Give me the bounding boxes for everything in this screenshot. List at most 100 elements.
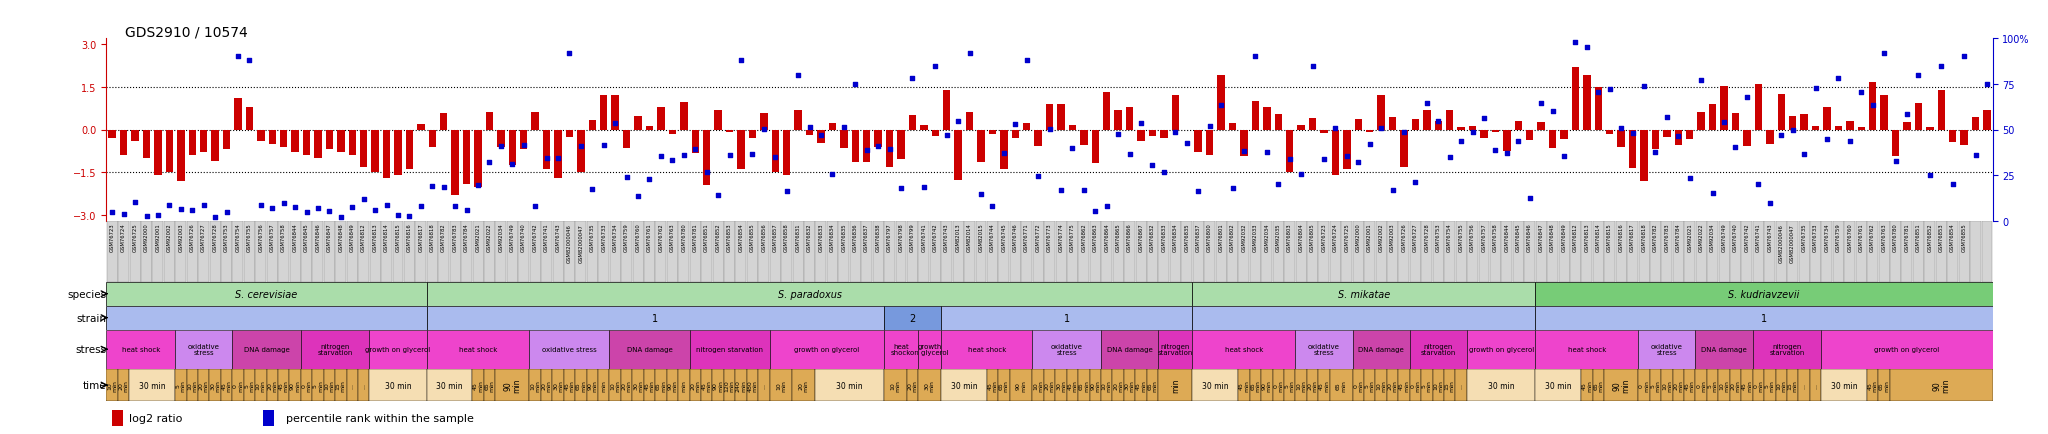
Bar — [1935, 221, 1948, 282]
Text: S. kudriavzevii: S. kudriavzevii — [1729, 289, 1800, 299]
Bar — [313, 130, 322, 159]
Text: GSM76760: GSM76760 — [635, 223, 641, 252]
Bar — [1870, 82, 1876, 130]
Bar — [393, 221, 403, 282]
Bar — [621, 221, 633, 282]
Text: GSM76742: GSM76742 — [532, 223, 539, 252]
Point — [1673, 175, 1706, 182]
Bar — [815, 221, 827, 282]
Bar — [852, 130, 858, 162]
Point — [850, 148, 883, 155]
Bar — [575, 369, 586, 401]
Text: GSM76726: GSM76726 — [190, 223, 195, 252]
Bar — [231, 369, 244, 401]
Bar — [1012, 130, 1020, 139]
Bar — [1364, 369, 1376, 401]
Text: GSM76784: GSM76784 — [1675, 223, 1681, 252]
Text: GSM92022: GSM92022 — [487, 223, 492, 252]
Bar — [440, 113, 446, 130]
Bar — [1217, 76, 1225, 130]
Bar — [1661, 221, 1673, 282]
Point — [348, 196, 381, 203]
Text: 65
min: 65 min — [1079, 379, 1090, 391]
Text: GSM76855: GSM76855 — [1962, 223, 1966, 252]
Text: GSM76832: GSM76832 — [807, 223, 813, 252]
Point — [748, 126, 780, 133]
Bar — [1067, 221, 1077, 282]
Point — [164, 206, 197, 213]
Text: GSM76852: GSM76852 — [1927, 223, 1933, 252]
Bar — [1296, 369, 1307, 401]
Text: GSM76815: GSM76815 — [1608, 223, 1612, 252]
Text: growth
on glycerol: growth on glycerol — [909, 343, 948, 355]
Bar — [1858, 128, 1866, 130]
Bar — [668, 221, 678, 282]
Bar — [1698, 113, 1704, 130]
Bar — [1286, 130, 1294, 173]
Text: 65
min: 65 min — [1251, 379, 1260, 391]
Text: oxidative
stress: oxidative stress — [1051, 343, 1083, 355]
Point — [1948, 54, 1980, 61]
Point — [451, 207, 483, 214]
Point — [1559, 39, 1591, 46]
Bar — [1102, 330, 1159, 369]
Text: GSM76759: GSM76759 — [1835, 223, 1841, 252]
Text: GSM76818: GSM76818 — [1642, 223, 1647, 252]
Bar — [987, 221, 997, 282]
Text: GSM76728: GSM76728 — [213, 223, 217, 252]
Text: GSM76836: GSM76836 — [852, 223, 858, 252]
Text: GSM76741: GSM76741 — [545, 223, 549, 252]
Text: GSM76780: GSM76780 — [682, 223, 686, 252]
Text: GSM76845: GSM76845 — [303, 223, 309, 252]
Point — [885, 184, 918, 191]
Bar — [152, 221, 164, 282]
Bar — [1526, 130, 1534, 140]
Text: GSM76728: GSM76728 — [1423, 223, 1430, 252]
Text: nitrogen starvation: nitrogen starvation — [696, 346, 764, 352]
Bar — [633, 221, 643, 282]
Bar — [690, 369, 700, 401]
Text: 1: 1 — [1063, 313, 1069, 323]
Bar — [1718, 221, 1731, 282]
Text: GSM92001: GSM92001 — [156, 223, 160, 252]
Bar — [1638, 330, 1696, 369]
Bar — [1741, 221, 1753, 282]
Text: GSM92002: GSM92002 — [166, 223, 172, 252]
Bar — [418, 125, 424, 130]
Bar — [770, 369, 793, 401]
Bar — [840, 130, 848, 148]
Text: GSM76848: GSM76848 — [338, 223, 344, 252]
Bar — [268, 130, 276, 145]
Bar — [1262, 221, 1272, 282]
Text: 20
min: 20 min — [1731, 379, 1741, 391]
Bar — [1389, 117, 1397, 130]
Text: 65
min: 65 min — [1880, 379, 1888, 391]
Text: 0
min: 0 min — [301, 379, 311, 391]
Bar — [1890, 221, 1901, 282]
Text: 90
min: 90 min — [1612, 378, 1630, 392]
Bar — [1296, 221, 1307, 282]
Point — [119, 200, 152, 207]
Bar — [1524, 221, 1536, 282]
Text: GSM76837: GSM76837 — [864, 223, 868, 252]
Bar — [645, 127, 653, 130]
Text: 45
min: 45 min — [473, 379, 483, 391]
Text: GSM76756: GSM76756 — [1470, 223, 1475, 252]
Bar — [301, 369, 311, 401]
Text: 30
min: 30 min — [1057, 379, 1067, 391]
Bar — [154, 130, 162, 176]
Bar — [1421, 221, 1432, 282]
Point — [496, 161, 528, 168]
Text: 5
min: 5 min — [176, 379, 186, 391]
Bar — [942, 91, 950, 130]
Point — [623, 193, 655, 200]
Bar — [1401, 130, 1407, 168]
Point — [1137, 162, 1169, 169]
Point — [279, 204, 311, 211]
Bar — [1399, 369, 1409, 401]
Bar — [1284, 369, 1296, 401]
Bar — [1466, 330, 1536, 369]
Point — [930, 132, 963, 139]
Point — [1548, 154, 1581, 161]
Bar — [338, 130, 344, 153]
